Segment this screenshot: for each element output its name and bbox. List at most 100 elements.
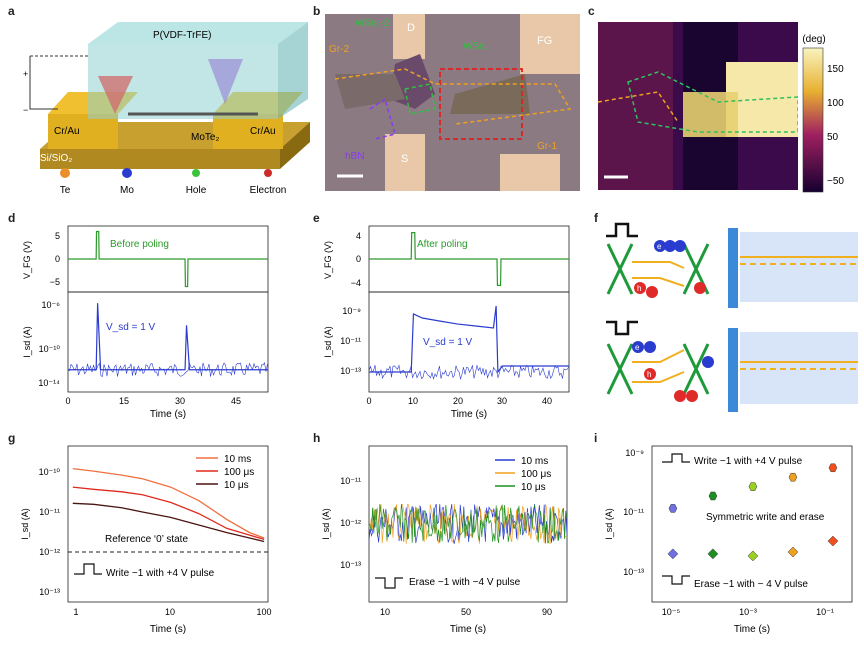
i-write-point-4 (828, 463, 838, 473)
g-ytick-2: 10⁻¹² (39, 547, 60, 557)
panel-e-plot: After poling V_sd = 1 V 4 0 −4 10⁻⁹ 10⁻¹… (323, 225, 570, 420)
d-bot-ytick-0: 10⁻⁶ (42, 300, 61, 310)
d-xlabel: Time (s) (150, 409, 186, 420)
panel-letter-g: g (8, 431, 16, 445)
panel-letter-a: a (8, 4, 15, 18)
d-isd-noise (67, 361, 268, 377)
colorbar-tick-100: 100 (827, 98, 844, 109)
g-series-2 (72, 502, 265, 543)
i-symmetric-note: Symmetric write and erase (706, 512, 825, 523)
hole-icon (192, 169, 200, 177)
i-erase-pulse-icon (662, 575, 690, 585)
electron-icon (264, 169, 272, 177)
colorbar-title: (deg) (802, 34, 825, 45)
panel-letter-c: c (588, 4, 595, 18)
legend-hole: Hole (186, 185, 207, 196)
label-fg: FG (537, 35, 552, 47)
phase-map (598, 22, 798, 190)
label-wse2-2: WSe₂-2 (355, 18, 390, 29)
e-bot-ylabel: I_sd (A) (323, 326, 333, 358)
e-isd-noise (368, 364, 569, 381)
g-ytick-1: 10⁻¹¹ (39, 507, 60, 517)
label-substrate: Si/SiO₂ (40, 153, 72, 164)
panel-g-plot: Reference ‘0’ state 10 ms 100 μs 10 μs W… (20, 445, 272, 635)
e-top-note: After poling (417, 239, 468, 250)
i-erase-point-4 (827, 535, 839, 547)
h-xtick-2: 90 (542, 607, 552, 617)
e-bottom-note: V_sd = 1 V (423, 337, 473, 348)
mo-atom-icon (122, 168, 132, 178)
g-series-1 (72, 486, 265, 540)
h-legend-100us: 100 μs (521, 469, 551, 480)
h-xlabel: Time (s) (450, 624, 486, 635)
i-ylabel: I_sd (A) (604, 508, 614, 540)
h-ytick-1: 10⁻¹² (340, 518, 361, 528)
e-isd-trace (368, 305, 569, 381)
d-top-ytick-2: −5 (50, 277, 60, 287)
g-xtick-0: 1 (73, 607, 78, 617)
f-top-hole-label: h (637, 284, 641, 293)
band-diagram-erase: e h (606, 320, 858, 412)
h-xtick-1: 50 (461, 607, 471, 617)
d-xtick-30: 30 (175, 396, 185, 406)
panel-letter-h: h (313, 431, 321, 445)
h-pulse-icon (375, 577, 403, 589)
panel-h-plot: 10 ms 100 μs 10 μs Erase −1 with −4 V pu… (321, 445, 568, 635)
i-write-point-2 (748, 482, 758, 491)
panel-letter-i: i (594, 431, 598, 445)
optical-micrograph: WSe₂-2 D WSe₂ FG Gr-2 hBN S Gr-1 (325, 14, 580, 191)
g-ytick-3: 10⁻¹³ (39, 587, 60, 597)
f-bottom-electron-label: e (635, 343, 640, 352)
label-drain: D (407, 22, 415, 34)
i-xtick-0: 10⁻⁵ (662, 607, 681, 617)
e-xtick-40: 40 (542, 396, 552, 406)
g-legend-10us: 10 μs (224, 480, 249, 491)
label-cr-au-left: Cr/Au (54, 126, 80, 137)
band-diagram-write: e h (606, 222, 858, 308)
d-top-note: Before poling (110, 239, 169, 250)
atom-legend: Te Mo Hole Electron (38, 167, 300, 197)
h-ytick-2: 10⁻¹³ (340, 560, 361, 570)
label-gr-1: Gr-1 (537, 141, 557, 152)
legend-mo: Mo (120, 185, 134, 196)
d-xtick-45: 45 (231, 396, 241, 406)
h-ytick-0: 10⁻¹¹ (340, 476, 361, 486)
label-gr-2: Gr-2 (329, 44, 349, 55)
label-mote2: MoTe₂ (191, 132, 219, 143)
g-pulse-note: Write −1 with +4 V pulse (106, 568, 215, 579)
d-top-ylabel: V_FG (V) (22, 241, 32, 279)
e-bot-ytick-0: 10⁻⁹ (342, 306, 361, 316)
d-xtick-0: 0 (65, 396, 70, 406)
d-top-ytick-0: 5 (55, 231, 60, 241)
band-diagram: e h e h (606, 222, 858, 412)
label-wse2: WSe₂ (463, 41, 489, 52)
legend-te: Te (60, 185, 71, 196)
i-xtick-1: 10⁻³ (739, 607, 757, 617)
h-series-1 (368, 503, 568, 545)
e-top-ytick-0: 4 (356, 231, 361, 241)
g-series-0 (72, 467, 265, 539)
f-top-electron-label: e (657, 242, 662, 251)
e-vfg-trace (369, 232, 569, 287)
colorbar-tick-50: 50 (827, 132, 839, 143)
i-ytick-2: 10⁻¹³ (623, 567, 644, 577)
e-xtick-0: 0 (366, 396, 371, 406)
panel-i-plot: Write −1 with +4 V pulse Symmetric write… (604, 445, 853, 635)
e-xtick-10: 10 (408, 396, 418, 406)
i-xtick-2: 10⁻¹ (816, 607, 834, 617)
g-xtick-2: 100 (256, 607, 271, 617)
i-erase-point-1 (707, 548, 719, 560)
minus-sign: − (23, 105, 28, 115)
colorbar-tick-150: 150 (827, 64, 844, 75)
g-reference-label: Reference ‘0’ state (105, 534, 188, 545)
e-top-ylabel: V_FG (V) (323, 241, 333, 279)
g-ytick-0: 10⁻¹⁰ (39, 467, 61, 477)
colorbar-tick-neg50: −50 (827, 176, 844, 187)
g-legend: 10 ms 100 μs 10 μs (196, 454, 254, 491)
i-erase-note: Erase −1 with − 4 V pulse (694, 579, 808, 590)
d-xtick-15: 15 (119, 396, 129, 406)
label-hbn: hBN (345, 151, 364, 162)
d-bottom-note: V_sd = 1 V (106, 322, 156, 333)
g-pulse-icon (74, 563, 102, 575)
label-cr-au-right: Cr/Au (250, 126, 276, 137)
